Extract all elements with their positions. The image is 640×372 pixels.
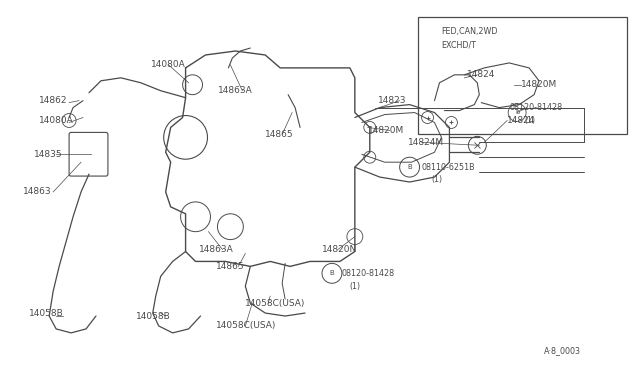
Text: 08110-6251B: 08110-6251B	[422, 163, 475, 171]
Text: 14820M: 14820M	[368, 126, 404, 135]
Text: 14820M: 14820M	[521, 80, 557, 89]
Text: 14820N: 14820N	[322, 245, 357, 254]
Text: 14824: 14824	[467, 70, 496, 79]
Text: B: B	[407, 164, 412, 170]
Text: FED,CAN,2WD: FED,CAN,2WD	[442, 27, 498, 36]
Text: 14058C(USA): 14058C(USA)	[245, 299, 306, 308]
Text: EXCHD/T: EXCHD/T	[442, 41, 476, 49]
Text: (1): (1)	[350, 282, 361, 291]
Text: 14863: 14863	[23, 187, 52, 196]
Text: 14863A: 14863A	[198, 245, 233, 254]
Text: 14080A: 14080A	[151, 60, 186, 70]
Text: 14824M: 14824M	[408, 138, 444, 147]
Text: 14865: 14865	[216, 262, 244, 271]
Text: 14823: 14823	[378, 96, 406, 105]
Text: 14058B: 14058B	[29, 308, 64, 318]
Bar	[417, 17, 627, 134]
Text: 14835: 14835	[35, 150, 63, 159]
Text: 14058C(USA): 14058C(USA)	[216, 321, 276, 330]
Text: 08120-81428: 08120-81428	[509, 103, 563, 112]
Text: 14824: 14824	[507, 116, 536, 125]
Text: 08120-81428: 08120-81428	[342, 269, 395, 278]
Text: (1): (1)	[524, 116, 535, 125]
Text: 14080A: 14080A	[39, 116, 74, 125]
Text: B: B	[515, 110, 519, 115]
Text: B: B	[330, 270, 334, 276]
Text: A·8_0003: A·8_0003	[544, 346, 581, 355]
Text: 14863A: 14863A	[218, 86, 253, 95]
Text: 14865: 14865	[265, 130, 294, 139]
Text: (1): (1)	[431, 174, 443, 183]
Text: 14862: 14862	[39, 96, 68, 105]
Text: 14058B: 14058B	[136, 311, 170, 321]
